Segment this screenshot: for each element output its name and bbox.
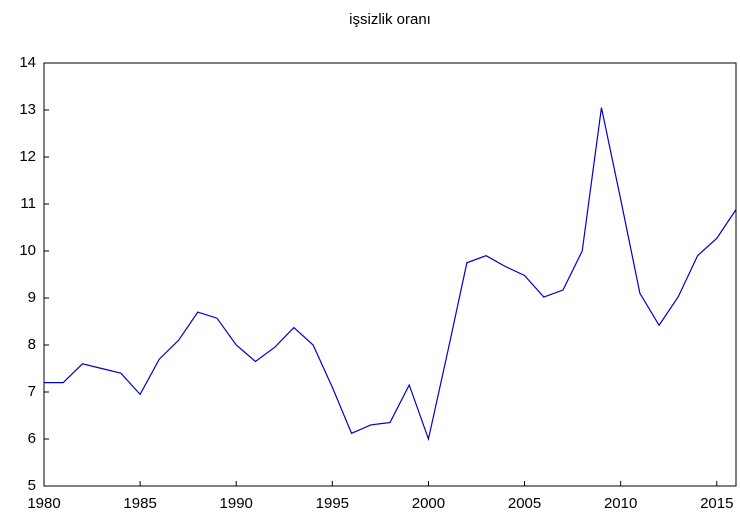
x-tick-label: 2000 [412, 495, 445, 512]
x-tick-label: 1990 [220, 495, 253, 512]
y-tick-label: 9 [28, 289, 36, 306]
data-line [44, 107, 737, 442]
y-tick-label: 6 [28, 430, 36, 447]
y-tick-label: 8 [28, 336, 36, 353]
y-tick-label: 12 [19, 148, 36, 165]
x-tick-label: 2005 [508, 495, 541, 512]
plot-frame [43, 62, 737, 487]
x-tick-label: 1980 [27, 495, 60, 512]
x-tick-label: 1995 [316, 495, 349, 512]
y-tick-label: 14 [19, 54, 36, 71]
x-tick-label: 2010 [604, 495, 637, 512]
chart-title: işsizlik oranı [349, 11, 431, 28]
y-tick-label: 7 [28, 383, 36, 400]
y-tick-label: 5 [28, 477, 36, 494]
y-tick-label: 10 [19, 242, 36, 259]
y-tick-label: 11 [20, 195, 36, 212]
x-tick-label: 1985 [123, 495, 156, 512]
x-tick-label: 2015 [700, 495, 733, 512]
y-tick-label: 13 [19, 101, 36, 118]
